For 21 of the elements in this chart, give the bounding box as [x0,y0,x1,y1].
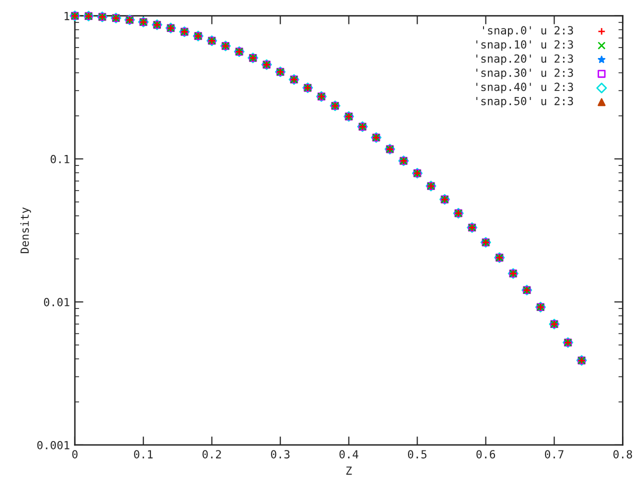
x-tick-label: 0.5 [408,450,426,458]
x-tick-label: 0.3 [271,450,290,458]
x-tick-label: 0.6 [476,450,496,458]
y-tick-label: 0.001 [37,440,70,450]
x-axis-title: Z [346,466,352,475]
legend-label: 'snap.0' u 2:3 [483,26,573,37]
legend-label: 'snap.10' u 2:3 [476,40,573,51]
x-tick-label: 0.8 [613,450,632,458]
legend-label: 'snap.20' u 2:3 [476,54,573,65]
y-axis-title: Density [20,207,32,254]
y-tick-label: 0.01 [44,298,70,306]
x-tick-label: 0.1 [134,450,153,458]
x-tick-label: 0 [72,450,78,458]
legend-label: 'snap.30' u 2:3 [476,68,573,80]
legend-label: 'snap.40' u 2:3 [476,82,573,94]
x-tick-label: 0.2 [202,450,221,458]
x-tick-label: 0.7 [544,450,564,458]
y-tick-label: 0.1 [50,154,70,164]
legend-label: 'snap.50' u 2:3 [476,96,573,108]
y-tick-label: 1 [64,12,70,20]
x-tick-label: 0.4 [339,450,358,458]
